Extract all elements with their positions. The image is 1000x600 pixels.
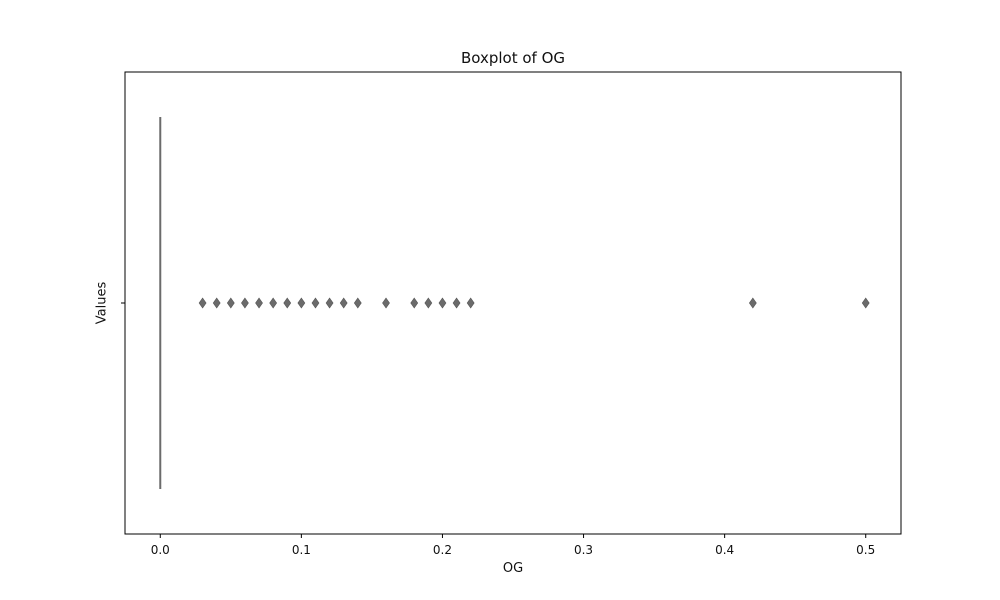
outlier-point bbox=[226, 297, 235, 309]
x-tick-label: 0.2 bbox=[433, 543, 452, 557]
outlier-point bbox=[255, 297, 263, 309]
outlier-point bbox=[861, 297, 870, 309]
outlier-point bbox=[424, 297, 433, 309]
x-axis-label: OG bbox=[502, 561, 524, 576]
x-tick-label: 0.4 bbox=[715, 543, 734, 557]
outlier-point bbox=[438, 297, 447, 309]
x-tick-label: 0.1 bbox=[292, 543, 311, 557]
outlier-point bbox=[297, 297, 306, 309]
x-axis-ticks: 0.0 0.1 0.2 0.3 0.4 0.5 bbox=[151, 534, 875, 557]
outlier-point bbox=[212, 297, 221, 309]
x-tick-label: 0.5 bbox=[856, 543, 875, 557]
outlier-point bbox=[339, 297, 348, 309]
outlier-points bbox=[198, 297, 870, 309]
outlier-point bbox=[198, 297, 207, 309]
outlier-point bbox=[452, 297, 461, 309]
outlier-point bbox=[410, 297, 419, 309]
chart-title: Boxplot of OG bbox=[460, 49, 566, 67]
outlier-point bbox=[325, 297, 334, 309]
outlier-point bbox=[748, 297, 757, 309]
outlier-point bbox=[466, 297, 475, 309]
plot-frame bbox=[124, 71, 902, 535]
outlier-point bbox=[382, 297, 390, 309]
x-tick-label: 0.3 bbox=[574, 543, 593, 557]
outlier-point bbox=[283, 297, 292, 309]
outlier-point bbox=[353, 297, 362, 309]
x-tick-label: 0.0 bbox=[151, 543, 170, 557]
outlier-point bbox=[241, 297, 249, 309]
outlier-point bbox=[269, 297, 278, 309]
outlier-point bbox=[311, 297, 320, 309]
